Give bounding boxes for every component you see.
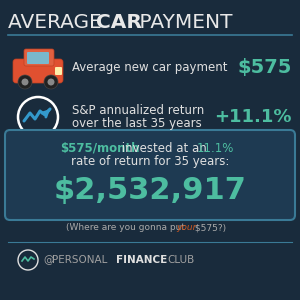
Text: Average new car payment: Average new car payment	[72, 61, 227, 74]
Text: AVERAGE: AVERAGE	[8, 13, 108, 32]
FancyBboxPatch shape	[5, 130, 295, 220]
FancyBboxPatch shape	[38, 52, 49, 64]
Text: CAR: CAR	[96, 13, 142, 32]
Text: PAYMENT: PAYMENT	[133, 13, 232, 32]
FancyBboxPatch shape	[27, 52, 39, 64]
FancyBboxPatch shape	[13, 59, 63, 83]
Text: $575: $575	[238, 58, 292, 77]
Circle shape	[47, 79, 55, 86]
Text: over the last 35 years: over the last 35 years	[72, 118, 202, 130]
Circle shape	[44, 75, 58, 89]
Text: rate of return for 35 years:: rate of return for 35 years:	[71, 155, 229, 169]
Circle shape	[22, 79, 28, 86]
Text: $2,532,917: $2,532,917	[54, 176, 246, 205]
Text: your: your	[176, 224, 196, 232]
Text: invested at an: invested at an	[118, 142, 211, 154]
Text: @: @	[43, 255, 53, 265]
Circle shape	[18, 75, 32, 89]
Text: +11.1%: +11.1%	[214, 108, 292, 126]
Text: PERSONAL: PERSONAL	[52, 255, 107, 265]
Text: S&P annualized return: S&P annualized return	[72, 103, 204, 116]
Text: FINANCE: FINANCE	[116, 255, 167, 265]
Text: (Where are you gonna put: (Where are you gonna put	[67, 224, 188, 232]
Text: 11.1%: 11.1%	[196, 142, 234, 154]
FancyBboxPatch shape	[24, 49, 54, 66]
Text: CLUB: CLUB	[167, 255, 194, 265]
Text: $575/month: $575/month	[60, 142, 139, 154]
Text: $575?): $575?)	[191, 224, 226, 232]
FancyBboxPatch shape	[55, 67, 62, 75]
